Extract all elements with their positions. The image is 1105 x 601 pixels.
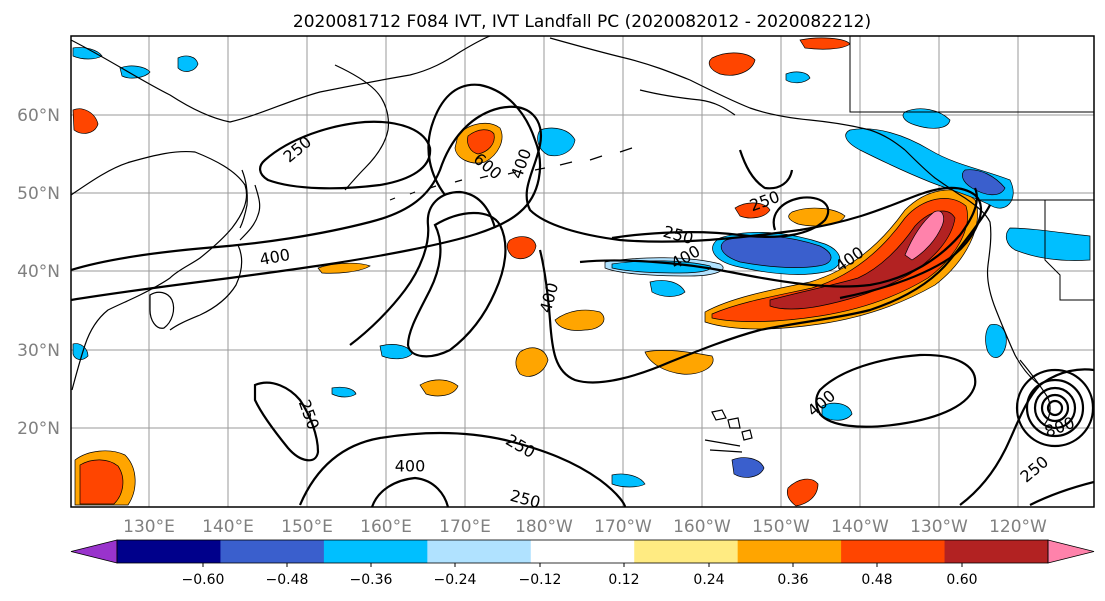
- shade-negative: [821, 402, 853, 421]
- coastlines: [71, 36, 1051, 453]
- shade-negative: [720, 235, 832, 268]
- shade-positive: [506, 236, 537, 260]
- colorbar-segment: [944, 540, 1049, 563]
- shade-positive: [467, 129, 495, 155]
- longitude-labels: 130°E 140°E 150°E 160°E 170°E 180°W 170°W 160°W…: [123, 517, 1047, 537]
- shade-negative: [379, 344, 413, 360]
- shade-positive: [554, 309, 605, 331]
- shade-negative: [649, 280, 686, 297]
- contour-label: 400: [395, 457, 426, 476]
- ivt-contours: [71, 83, 1094, 507]
- latitude-label: 40°N: [17, 262, 60, 282]
- shade-positive: [79, 459, 124, 505]
- colorbar-segment: [841, 540, 946, 563]
- shade-positive: [904, 210, 944, 261]
- figure-title: 2020081712 F084 IVT, IVT Landfall PC (20…: [293, 12, 871, 32]
- shade-positive: [734, 202, 771, 219]
- colorbar-tick-label: −0.36: [350, 572, 393, 588]
- shade-positive: [711, 198, 968, 322]
- shade-positive: [72, 108, 99, 134]
- colorbar-tick-label: −0.12: [519, 572, 562, 588]
- colorbar-tick-label: 0.60: [946, 572, 977, 588]
- shade-negative: [731, 457, 765, 478]
- colorbar-segment: [634, 540, 739, 563]
- colorbar-segment: [427, 540, 532, 563]
- longitude-label: 140°W: [831, 517, 889, 537]
- shade-negative: [985, 324, 1007, 358]
- colorbar-tick-label: −0.24: [434, 572, 477, 588]
- longitude-label: 160°E: [360, 517, 412, 537]
- shade-negative: [1005, 227, 1091, 261]
- shade-positive: [317, 262, 371, 274]
- shade-negative: [537, 127, 576, 157]
- latitude-labels: 60°N 50°N 40°N 30°N 20°N: [17, 106, 60, 439]
- longitude-label: 140°E: [202, 517, 254, 537]
- shade-positive: [419, 379, 459, 397]
- colorbar-segment: [323, 540, 428, 563]
- colorbar-segment: [530, 540, 635, 563]
- colorbar-extend-low: [70, 539, 118, 564]
- shade-positive: [708, 52, 756, 76]
- colorbar-segment: [117, 540, 221, 563]
- colorbar-tick-label: 0.12: [608, 572, 639, 588]
- map-frame: [70, 35, 1095, 508]
- contour-label: 250: [508, 486, 542, 512]
- colorbar-tick-label: 0.36: [777, 572, 808, 588]
- colorbar-segment: [220, 540, 325, 563]
- longitude-label: 170°W: [594, 517, 652, 537]
- colorbar-tick-label: −0.48: [266, 572, 309, 588]
- political-borders: [849, 36, 1094, 301]
- shade-negative: [902, 108, 951, 129]
- longitude-label: 130°W: [910, 517, 968, 537]
- shade-negative: [177, 55, 199, 72]
- longitude-label: 130°E: [123, 517, 175, 537]
- latitude-label: 60°N: [17, 106, 60, 126]
- colorbar-segment: [737, 540, 842, 563]
- longitude-label: 180°W: [515, 517, 573, 537]
- shade-negative: [119, 65, 151, 79]
- latitude-label: 30°N: [17, 341, 60, 361]
- longitude-label: 150°W: [752, 517, 810, 537]
- shade-negative: [331, 386, 357, 398]
- colorbar-outline: [116, 539, 1049, 564]
- colorbar-tick-label: −0.60: [182, 572, 225, 588]
- colorbar-tick-label: 0.48: [861, 572, 892, 588]
- longitude-label: 170°E: [439, 517, 491, 537]
- latitude-label: 50°N: [17, 184, 60, 204]
- longitude-label: 150°E: [281, 517, 333, 537]
- shade-positive: [786, 478, 819, 507]
- shade-negative: [611, 473, 646, 488]
- longitude-label: 160°W: [673, 517, 731, 537]
- colorbar-tick-label: 0.24: [693, 572, 724, 588]
- colorbar-extend-high: [1047, 539, 1095, 564]
- shade-negative: [72, 47, 103, 60]
- shade-negative: [785, 71, 811, 84]
- shade-positive: [515, 347, 549, 377]
- shade-negative: [611, 260, 712, 274]
- longitude-label: 120°W: [989, 517, 1047, 537]
- shade-positive: [769, 210, 956, 310]
- colorbar: −0.60 −0.48 −0.36 −0.24 −0.12 0.12 0.24 0.36 0.4…: [70, 539, 1095, 588]
- shade-negative: [962, 169, 1006, 196]
- latitude-label: 20°N: [17, 419, 60, 439]
